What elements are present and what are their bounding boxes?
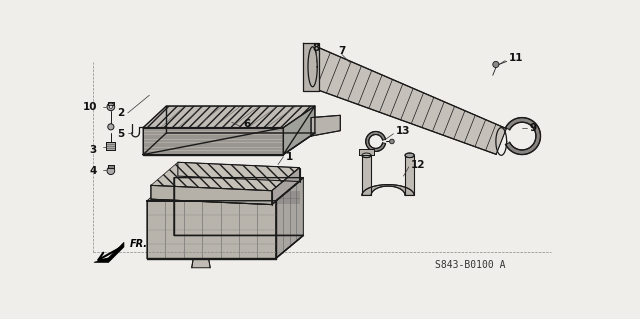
Polygon shape <box>506 118 541 154</box>
Text: 2: 2 <box>116 108 124 118</box>
Circle shape <box>493 61 499 68</box>
Text: 13: 13 <box>396 126 410 137</box>
Text: 4: 4 <box>90 167 97 176</box>
Text: 3: 3 <box>90 145 97 155</box>
Polygon shape <box>143 128 284 154</box>
Polygon shape <box>362 185 414 195</box>
Text: S843-B0100 A: S843-B0100 A <box>435 260 506 270</box>
Text: 11: 11 <box>509 53 524 63</box>
Polygon shape <box>405 155 414 195</box>
Polygon shape <box>305 48 506 154</box>
Polygon shape <box>362 153 371 158</box>
Polygon shape <box>365 131 385 152</box>
Text: 10: 10 <box>83 102 97 112</box>
Polygon shape <box>284 106 315 154</box>
Polygon shape <box>106 142 115 150</box>
Polygon shape <box>143 106 315 128</box>
Circle shape <box>108 124 114 130</box>
Circle shape <box>107 103 115 111</box>
Text: 5: 5 <box>116 129 124 139</box>
Text: 1: 1 <box>285 152 293 162</box>
Polygon shape <box>303 43 319 91</box>
Polygon shape <box>151 162 300 191</box>
Polygon shape <box>147 201 276 258</box>
Text: 9: 9 <box>530 123 537 133</box>
Polygon shape <box>94 242 124 262</box>
Text: 12: 12 <box>411 160 426 170</box>
Text: 6: 6 <box>243 119 250 129</box>
Text: FR.: FR. <box>129 239 147 249</box>
Polygon shape <box>276 178 303 258</box>
Polygon shape <box>362 155 371 195</box>
Circle shape <box>390 139 394 144</box>
Circle shape <box>109 105 113 108</box>
Circle shape <box>107 167 115 174</box>
Polygon shape <box>108 102 114 105</box>
Polygon shape <box>151 185 272 204</box>
Polygon shape <box>359 149 374 155</box>
Polygon shape <box>192 258 210 268</box>
Polygon shape <box>272 168 300 204</box>
Polygon shape <box>108 165 114 168</box>
Text: 8: 8 <box>313 43 320 53</box>
Text: 7: 7 <box>338 46 346 56</box>
Polygon shape <box>147 178 303 201</box>
Polygon shape <box>405 153 414 158</box>
Polygon shape <box>311 115 340 136</box>
